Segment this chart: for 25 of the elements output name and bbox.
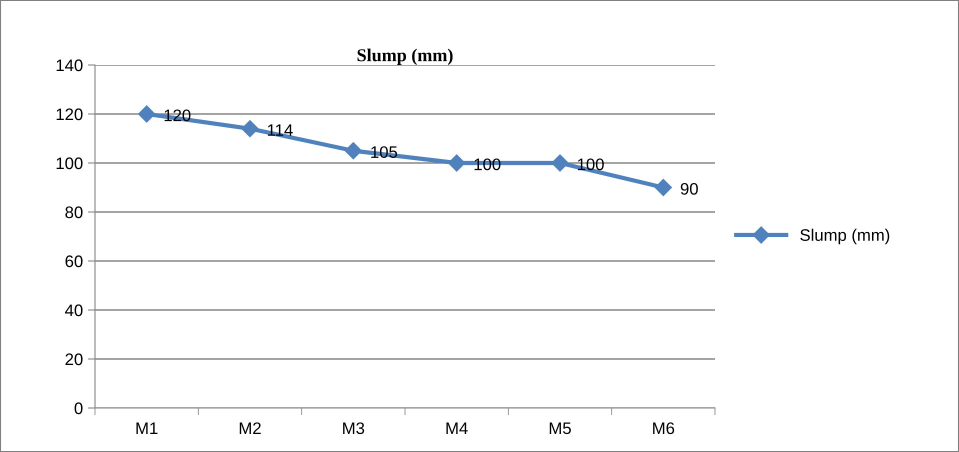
- x-tick-label: M5: [550, 422, 571, 434]
- x-tick-label: M6: [653, 422, 674, 434]
- x-tick-label: M2: [240, 422, 261, 434]
- data-label: 90: [680, 182, 698, 195]
- y-tick-label: 0: [74, 402, 83, 414]
- y-tick-label: 80: [65, 206, 83, 218]
- point: [241, 120, 259, 138]
- x-tick-label: M1: [136, 422, 158, 434]
- y-tick-label: 60: [66, 255, 83, 268]
- point: [551, 154, 569, 172]
- point: [138, 105, 156, 123]
- y-tick-label: 40: [65, 304, 83, 316]
- point: [448, 154, 466, 172]
- y-tick-label: 120: [56, 108, 83, 120]
- legend-label: Slump (mm): [800, 228, 890, 244]
- chart-title: Slump (mm): [358, 48, 453, 65]
- point: [654, 178, 672, 196]
- y-tick-label: 140: [56, 59, 83, 72]
- point: [344, 142, 362, 160]
- y-tick-label: 20: [65, 353, 83, 366]
- y-tick-label: 100: [56, 157, 83, 170]
- data-label: 100: [578, 158, 604, 170]
- data-label: 114: [268, 124, 293, 136]
- x-tick-label: M3: [343, 422, 364, 434]
- x-tick-label: M4: [446, 422, 468, 434]
